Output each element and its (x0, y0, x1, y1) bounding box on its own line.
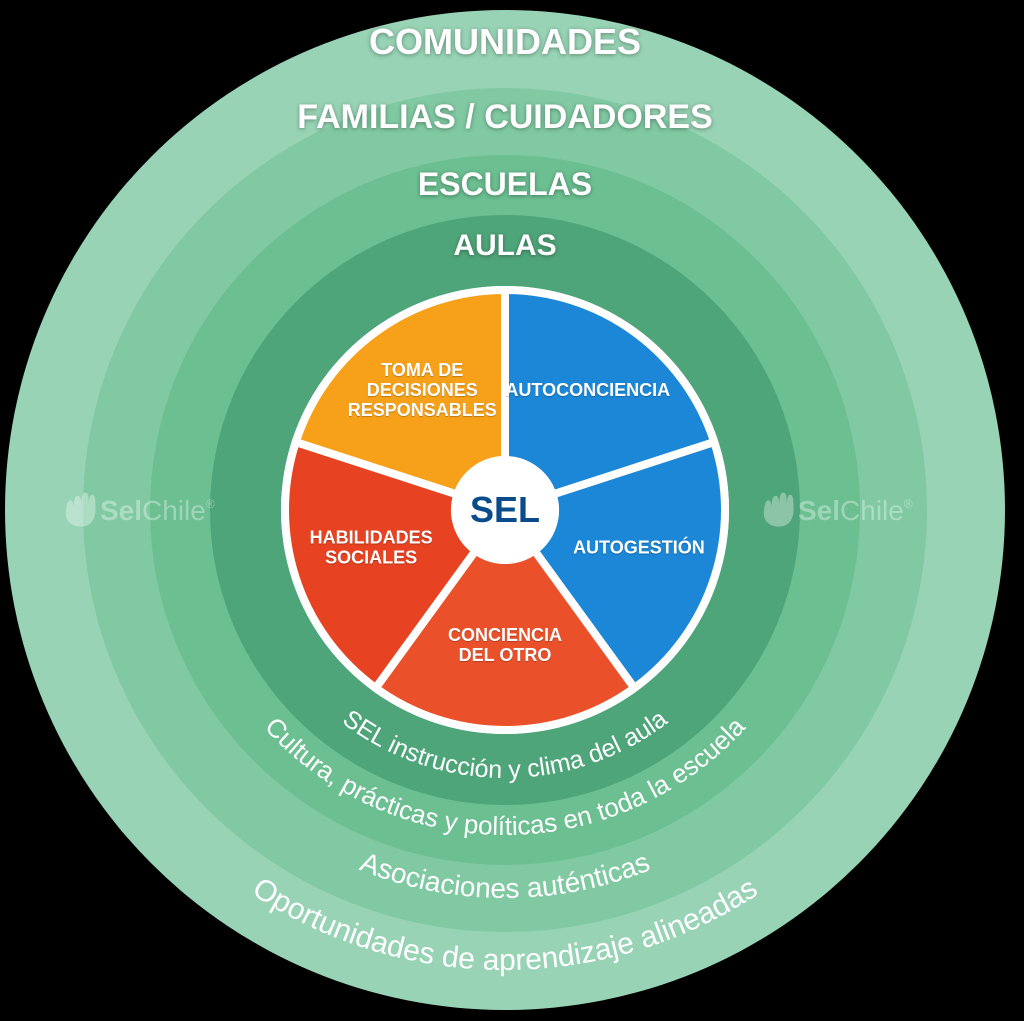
wedge-label-habilidades: HABILIDADESSOCIALES (310, 528, 433, 568)
watermark-text: SelChile® (798, 495, 913, 526)
wedge-label-autoconciencia: AUTOCONCIENCIA (505, 380, 670, 400)
watermark-1: SelChile® (764, 493, 913, 527)
watermark-0: SelChile® (66, 493, 215, 527)
ring-top-label-escuelas: ESCUELAS (418, 166, 592, 202)
wedge-label-autogestion: AUTOGESTIÓN (573, 537, 705, 558)
ring-top-label-aulas: AULAS (453, 229, 556, 262)
center-label: SEL (470, 489, 540, 530)
wedge-label-conciencia-otro: CONCIENCIADEL OTRO (448, 625, 562, 665)
ring-top-label-familias: FAMILIAS / CUIDADORES (297, 98, 713, 136)
sel-concentric-diagram: COMUNIDADES FAMILIAS / CUIDADORES ESCUELAS… (0, 0, 1024, 1021)
watermark-text: SelChile® (100, 495, 215, 526)
ring-top-label-comunidades: COMUNIDADES (369, 21, 641, 62)
